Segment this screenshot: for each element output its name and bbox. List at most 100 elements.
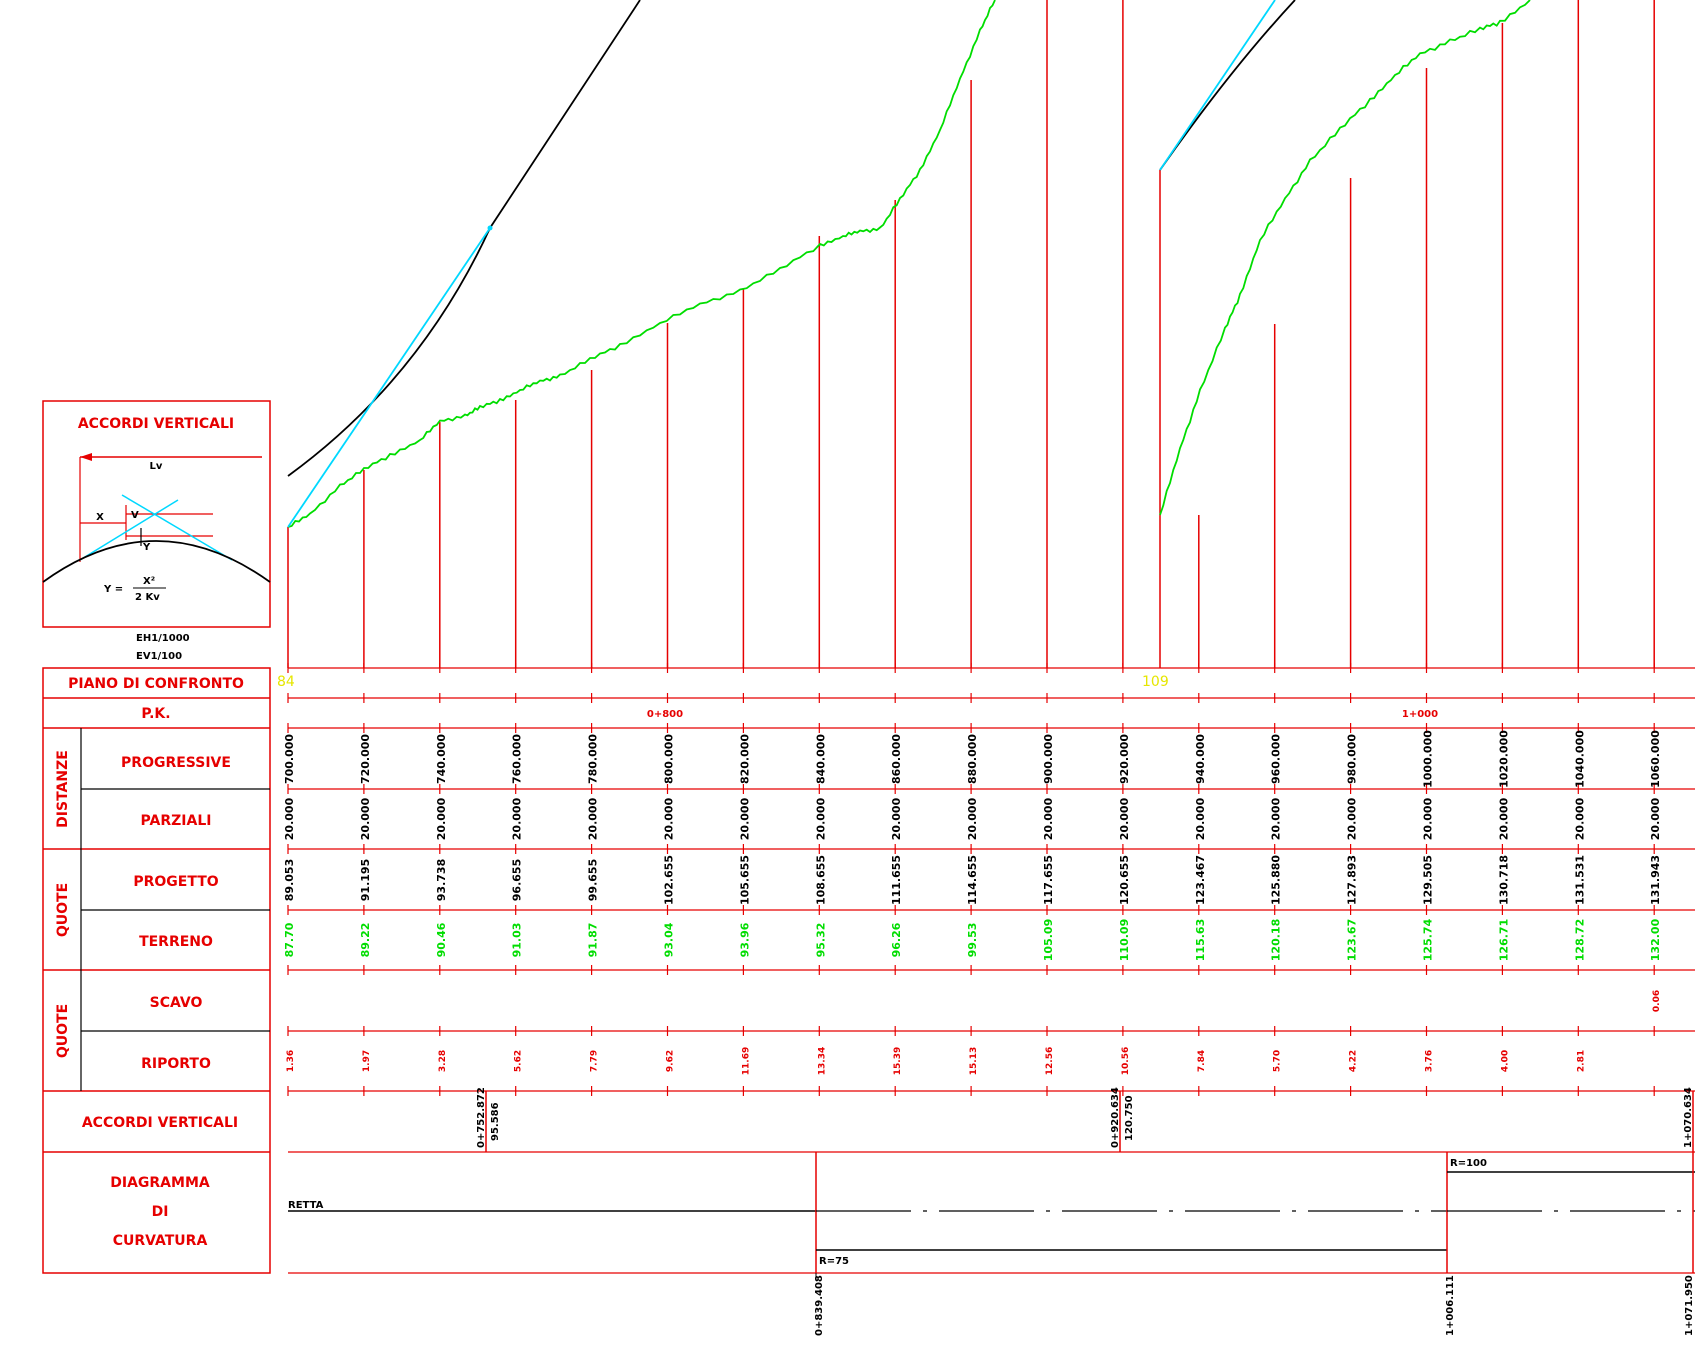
- progressive-value: 820.000: [738, 734, 751, 784]
- terreno-value: 91.03: [511, 923, 524, 958]
- plane-label-109: 109: [1142, 674, 1169, 690]
- row-label-accordi: ACCORDI VERTICALI: [82, 1115, 238, 1131]
- terreno-value: 105.09: [1042, 919, 1055, 961]
- riporto-value: 9.62: [666, 1050, 676, 1072]
- row-label-progetto: PROGETTO: [133, 874, 218, 890]
- terreno-value: 125.74: [1422, 918, 1435, 961]
- legend-lv-label: Lv: [150, 461, 163, 472]
- progetto-value: 89.053: [283, 859, 296, 901]
- progetto-value: 108.655: [814, 855, 827, 905]
- riporto-value: 1.36: [286, 1050, 296, 1072]
- progressive-value: 980.000: [1346, 734, 1359, 784]
- riporto-value: 7.84: [1197, 1050, 1207, 1072]
- progressive-value: 1020.000: [1497, 730, 1510, 788]
- parziali-value: 20.000: [966, 797, 979, 840]
- legend-v-label: V: [131, 510, 139, 521]
- progressive-value: 940.000: [1194, 734, 1207, 784]
- progetto-value: 131.531: [1573, 855, 1586, 905]
- parziali-value: 20.000: [1573, 797, 1586, 840]
- parziali-value: 20.000: [511, 797, 524, 840]
- row-group-quote: QUOTE: [55, 883, 71, 937]
- riporto-value: 4.22: [1349, 1050, 1359, 1072]
- curvatura-retta-label: RETTA: [288, 1200, 324, 1211]
- riporto-value: 1.97: [362, 1050, 372, 1072]
- project-profile-line-2: [1159, 0, 1296, 171]
- riporto-value: 5.62: [514, 1050, 524, 1072]
- parziali-value: 20.000: [1497, 797, 1510, 840]
- progetto-value: 96.655: [511, 859, 524, 901]
- parziali-value: 20.000: [1118, 797, 1131, 840]
- tangent-point: [487, 225, 493, 231]
- progressive-value: 900.000: [1042, 734, 1055, 784]
- progetto-value: 129.505: [1422, 855, 1435, 905]
- terreno-value: 123.67: [1346, 919, 1359, 961]
- profile-area: [287, 0, 1655, 668]
- parziali-value: 20.000: [663, 797, 676, 840]
- progressive-value: 1040.000: [1573, 730, 1586, 788]
- tangent-line-1: [287, 227, 491, 528]
- terreno-value: 90.46: [435, 922, 448, 957]
- row-label-parziali: PARZIALI: [141, 813, 212, 829]
- riporto-value: 10.56: [1121, 1047, 1131, 1075]
- progetto-value: 117.655: [1042, 855, 1055, 905]
- row-label-diagramma: DIAGRAMMA: [110, 1175, 210, 1191]
- accordo-pk-2: 0+920.634: [1110, 1087, 1121, 1148]
- legend-formula-num: X²: [143, 576, 155, 587]
- progressive-value: 960.000: [1270, 734, 1283, 784]
- accordo-quota-1: 95.586: [490, 1102, 501, 1141]
- progressive-value: 860.000: [890, 734, 903, 784]
- accordo-pk-3: 1+070.634: [1683, 1087, 1694, 1148]
- legend-title: ACCORDI VERTICALI: [78, 416, 234, 432]
- progressive-value: 920.000: [1118, 734, 1131, 784]
- riporto-value: 2.81: [1576, 1050, 1586, 1072]
- progressive-value: 760.000: [511, 734, 524, 784]
- pk-label-1000: 1+000: [1402, 709, 1438, 720]
- progressive-value: 880.000: [966, 734, 979, 784]
- progetto-value: 105.655: [738, 855, 751, 905]
- terreno-value: 96.26: [890, 922, 903, 957]
- accordo-pk-1: 0+752.872: [476, 1087, 487, 1148]
- riporto-value: 15.39: [893, 1047, 903, 1075]
- parziali-value: 20.000: [814, 797, 827, 840]
- riporto-value: 13.34: [817, 1047, 827, 1075]
- curvatura-pk-3: 1+071.950: [1684, 1275, 1695, 1336]
- curvatura-r75-label: R=75: [819, 1256, 849, 1267]
- plane-label-84: 84: [277, 674, 295, 690]
- parziali-value: 20.000: [359, 797, 372, 840]
- progressive-value: 1060.000: [1649, 730, 1662, 788]
- progetto-value: 123.467: [1194, 855, 1207, 905]
- parziali-value: 20.000: [1422, 797, 1435, 840]
- parziali-value: 20.000: [1649, 797, 1662, 840]
- riporto-value: 4.00: [1500, 1050, 1510, 1072]
- legend-formula-den: 2 Kv: [135, 592, 160, 603]
- row-label-terreno: TERRENO: [139, 934, 213, 950]
- terreno-value: 132.00: [1649, 918, 1662, 961]
- row-label-progressive: PROGRESSIVE: [121, 755, 231, 771]
- terreno-value: 89.22: [359, 923, 372, 958]
- row-group-distanze: DISTANZE: [55, 750, 71, 828]
- terreno-value: 93.96: [738, 922, 751, 957]
- terreno-value: 126.71: [1497, 919, 1510, 961]
- progetto-value: 125.880: [1270, 855, 1283, 905]
- parziali-value: 20.000: [1194, 797, 1207, 840]
- progressive-value: 700.000: [283, 734, 296, 784]
- legend-x-label: X: [96, 512, 104, 523]
- parziali-value: 20.000: [738, 797, 751, 840]
- terreno-value: 128.72: [1573, 919, 1586, 961]
- parziali-value: 20.000: [1270, 797, 1283, 840]
- row-label-scavo: SCAVO: [150, 995, 203, 1011]
- row-label-piano: PIANO DI CONFRONTO: [68, 676, 244, 692]
- terreno-value: 99.53: [966, 923, 979, 958]
- row-group-quote-2: QUOTE: [55, 1004, 71, 1058]
- progetto-value: 130.718: [1497, 855, 1510, 905]
- terreno-value: 120.18: [1270, 919, 1283, 961]
- progressive-value: 840.000: [814, 734, 827, 784]
- scale-horizontal: EH1/1000: [136, 633, 190, 644]
- progressive-value: 800.000: [663, 734, 676, 784]
- riporto-value: 3.76: [1425, 1050, 1435, 1072]
- pk-label-800: 0+800: [647, 709, 683, 720]
- project-profile-line-1: [287, 0, 641, 477]
- progetto-value: 131.943: [1649, 855, 1662, 905]
- progressive-value: 720.000: [359, 734, 372, 784]
- progetto-value: 91.195: [359, 859, 372, 901]
